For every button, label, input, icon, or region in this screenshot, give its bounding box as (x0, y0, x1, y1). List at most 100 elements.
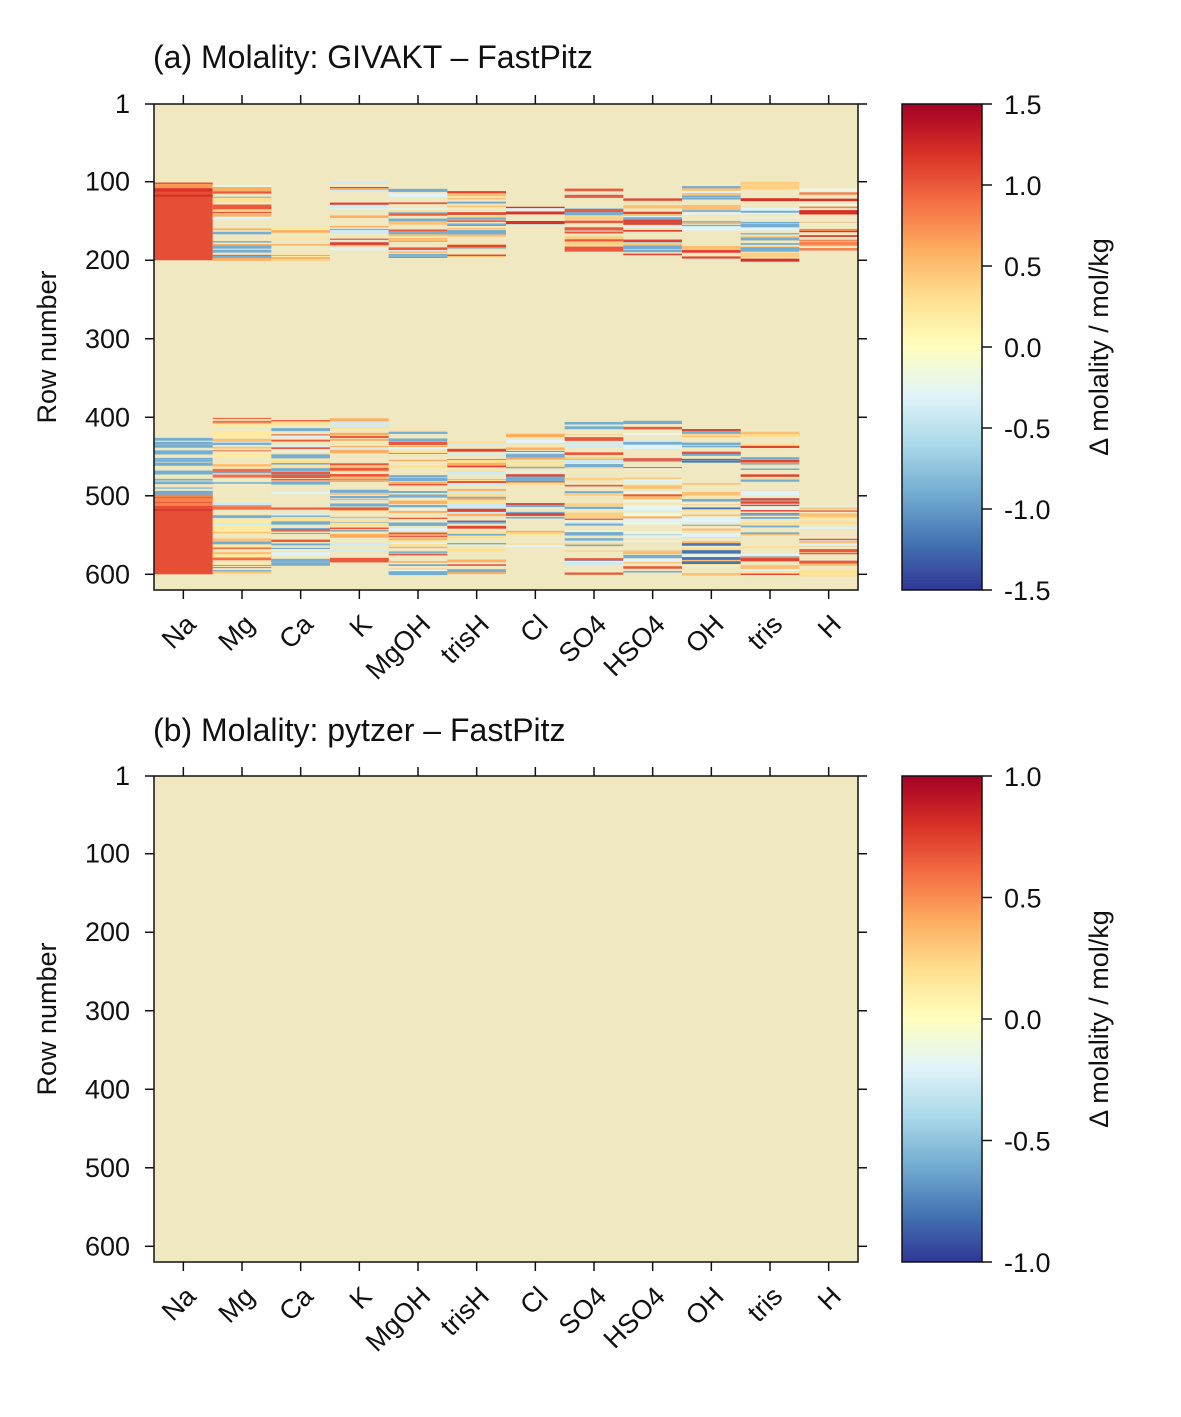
heatmap-row-cell (564, 532, 624, 536)
heatmap-row-cell (154, 186, 213, 189)
heatmap-row-cell (799, 505, 858, 507)
heatmap-row-cell (564, 506, 624, 509)
heatmap-row-cell (271, 552, 330, 556)
heatmap-row-cell (564, 239, 624, 242)
heatmap-row-cell (682, 224, 741, 227)
heatmap-row-cell (212, 515, 272, 519)
heatmap-row-cell (623, 420, 682, 424)
heatmap-row-cell (623, 536, 682, 539)
heatmap-row-cell (388, 539, 448, 543)
heatmap-row-cell (388, 475, 448, 478)
y-tick-label: 200 (85, 917, 130, 947)
x-tick-label: Ca (273, 1280, 319, 1326)
heatmap-row-cell (506, 457, 565, 460)
heatmap-row-cell (564, 438, 624, 441)
heatmap-row-cell (271, 543, 330, 546)
heatmap-row-cell (623, 570, 682, 573)
heatmap-row-cell (447, 564, 506, 566)
heatmap-row-cell (212, 506, 272, 508)
y-tick-label: 1 (115, 89, 130, 119)
heatmap-row-cell (447, 531, 506, 534)
heatmap-row-cell (447, 502, 506, 505)
heatmap-row-cell (154, 509, 213, 511)
heatmap-row-cell (271, 445, 330, 448)
heatmap-row-cell (154, 462, 213, 466)
heatmap-row-cell (330, 480, 389, 482)
heatmap-row-cell (506, 461, 565, 463)
heatmap-row-cell (740, 227, 800, 231)
heatmap-row-cell (564, 562, 624, 565)
heatmap-row-cell (506, 212, 565, 215)
heatmap-row-cell (740, 457, 800, 460)
heatmap-row-cell (212, 210, 272, 212)
heatmap-row-cell (271, 229, 330, 233)
heatmap-row-cell (447, 491, 506, 494)
heatmap-row-cell (799, 191, 858, 193)
heatmap-row-cell (740, 468, 800, 470)
heatmap-row-cell (740, 508, 800, 512)
heatmap-row-cell (330, 427, 389, 429)
heatmap-row-cell (564, 209, 624, 213)
heatmap-row-cell (564, 560, 624, 564)
x-tick-label: Mg (213, 1281, 261, 1329)
heatmap-row-cell (740, 223, 800, 228)
heatmap-row-cell (623, 211, 682, 214)
heatmap-row-cell (447, 215, 506, 218)
heatmap-row-cell (271, 491, 330, 495)
heatmap-row-cell (271, 518, 330, 523)
heatmap-row-cell (447, 525, 506, 529)
heatmap-row-cell (564, 441, 624, 445)
x-tick-label: MgOH (360, 609, 436, 685)
heatmap-row-cell (623, 215, 682, 218)
heatmap-row-cell (682, 197, 741, 200)
heatmap-row-cell (154, 502, 213, 506)
heatmap-row-cell (623, 512, 682, 517)
heatmap-row-cell (447, 511, 506, 515)
heatmap-row-cell (564, 543, 624, 546)
heatmap-row-cell (799, 235, 858, 237)
heatmap-area (153, 103, 859, 591)
heatmap-row-cell (740, 210, 800, 213)
heatmap-row-cell (212, 255, 272, 259)
heatmap-row-cell (212, 198, 272, 203)
heatmap-row-cell (506, 543, 565, 545)
heatmap-row-cell (330, 550, 389, 552)
heatmap-row-cell (154, 470, 213, 473)
heatmap-row-cell (506, 208, 565, 211)
heatmap-row-cell (212, 243, 272, 248)
heatmap-row-cell (740, 553, 800, 557)
x-tick-label: K (344, 1281, 378, 1315)
heatmap-row-cell (447, 559, 506, 563)
heatmap-row-cell (212, 211, 272, 214)
heatmap-row-cell (330, 503, 389, 507)
heatmap-row-cell (506, 451, 565, 454)
heatmap-row-cell (564, 572, 624, 575)
heatmap-row-cell (388, 232, 448, 235)
heatmap-row-cell (740, 490, 800, 494)
heatmap-row-cell (564, 477, 624, 481)
heatmap-row-cell (682, 458, 741, 461)
heatmap-row-cell (330, 438, 389, 441)
heatmap-row-cell (799, 549, 858, 551)
heatmap-row-cell (271, 428, 330, 432)
heatmap-row-cell (388, 237, 448, 242)
colorbar-tick-label: 0.5 (1004, 884, 1042, 914)
heatmap-row-cell (740, 182, 800, 186)
heatmap-row-cell (330, 477, 389, 479)
heatmap-row-cell (564, 452, 624, 456)
heatmap-row-cell (682, 191, 741, 195)
heatmap-row-cell (388, 553, 448, 556)
panel-a: (a) Molality: GIVAKT – FastPitz 1 100 200 3… (32, 39, 1114, 685)
heatmap-row-cell (388, 229, 448, 232)
x-tick-label: MgOH (360, 1281, 436, 1357)
heatmap-row-cell (506, 443, 565, 445)
heatmap-row-cell (740, 558, 800, 562)
heatmap-row-cell (506, 516, 565, 518)
heatmap-row-cell (447, 484, 506, 486)
heatmap-row-cell (799, 510, 858, 512)
heatmap-row-cell (506, 206, 565, 209)
heatmap-row-cell (740, 513, 800, 515)
heatmap-row-cell (506, 530, 565, 533)
heatmap-row-cell (740, 443, 800, 446)
heatmap-row-cell (447, 471, 506, 475)
